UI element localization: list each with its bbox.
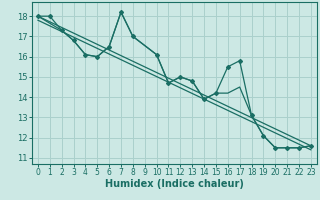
X-axis label: Humidex (Indice chaleur): Humidex (Indice chaleur) — [105, 179, 244, 189]
